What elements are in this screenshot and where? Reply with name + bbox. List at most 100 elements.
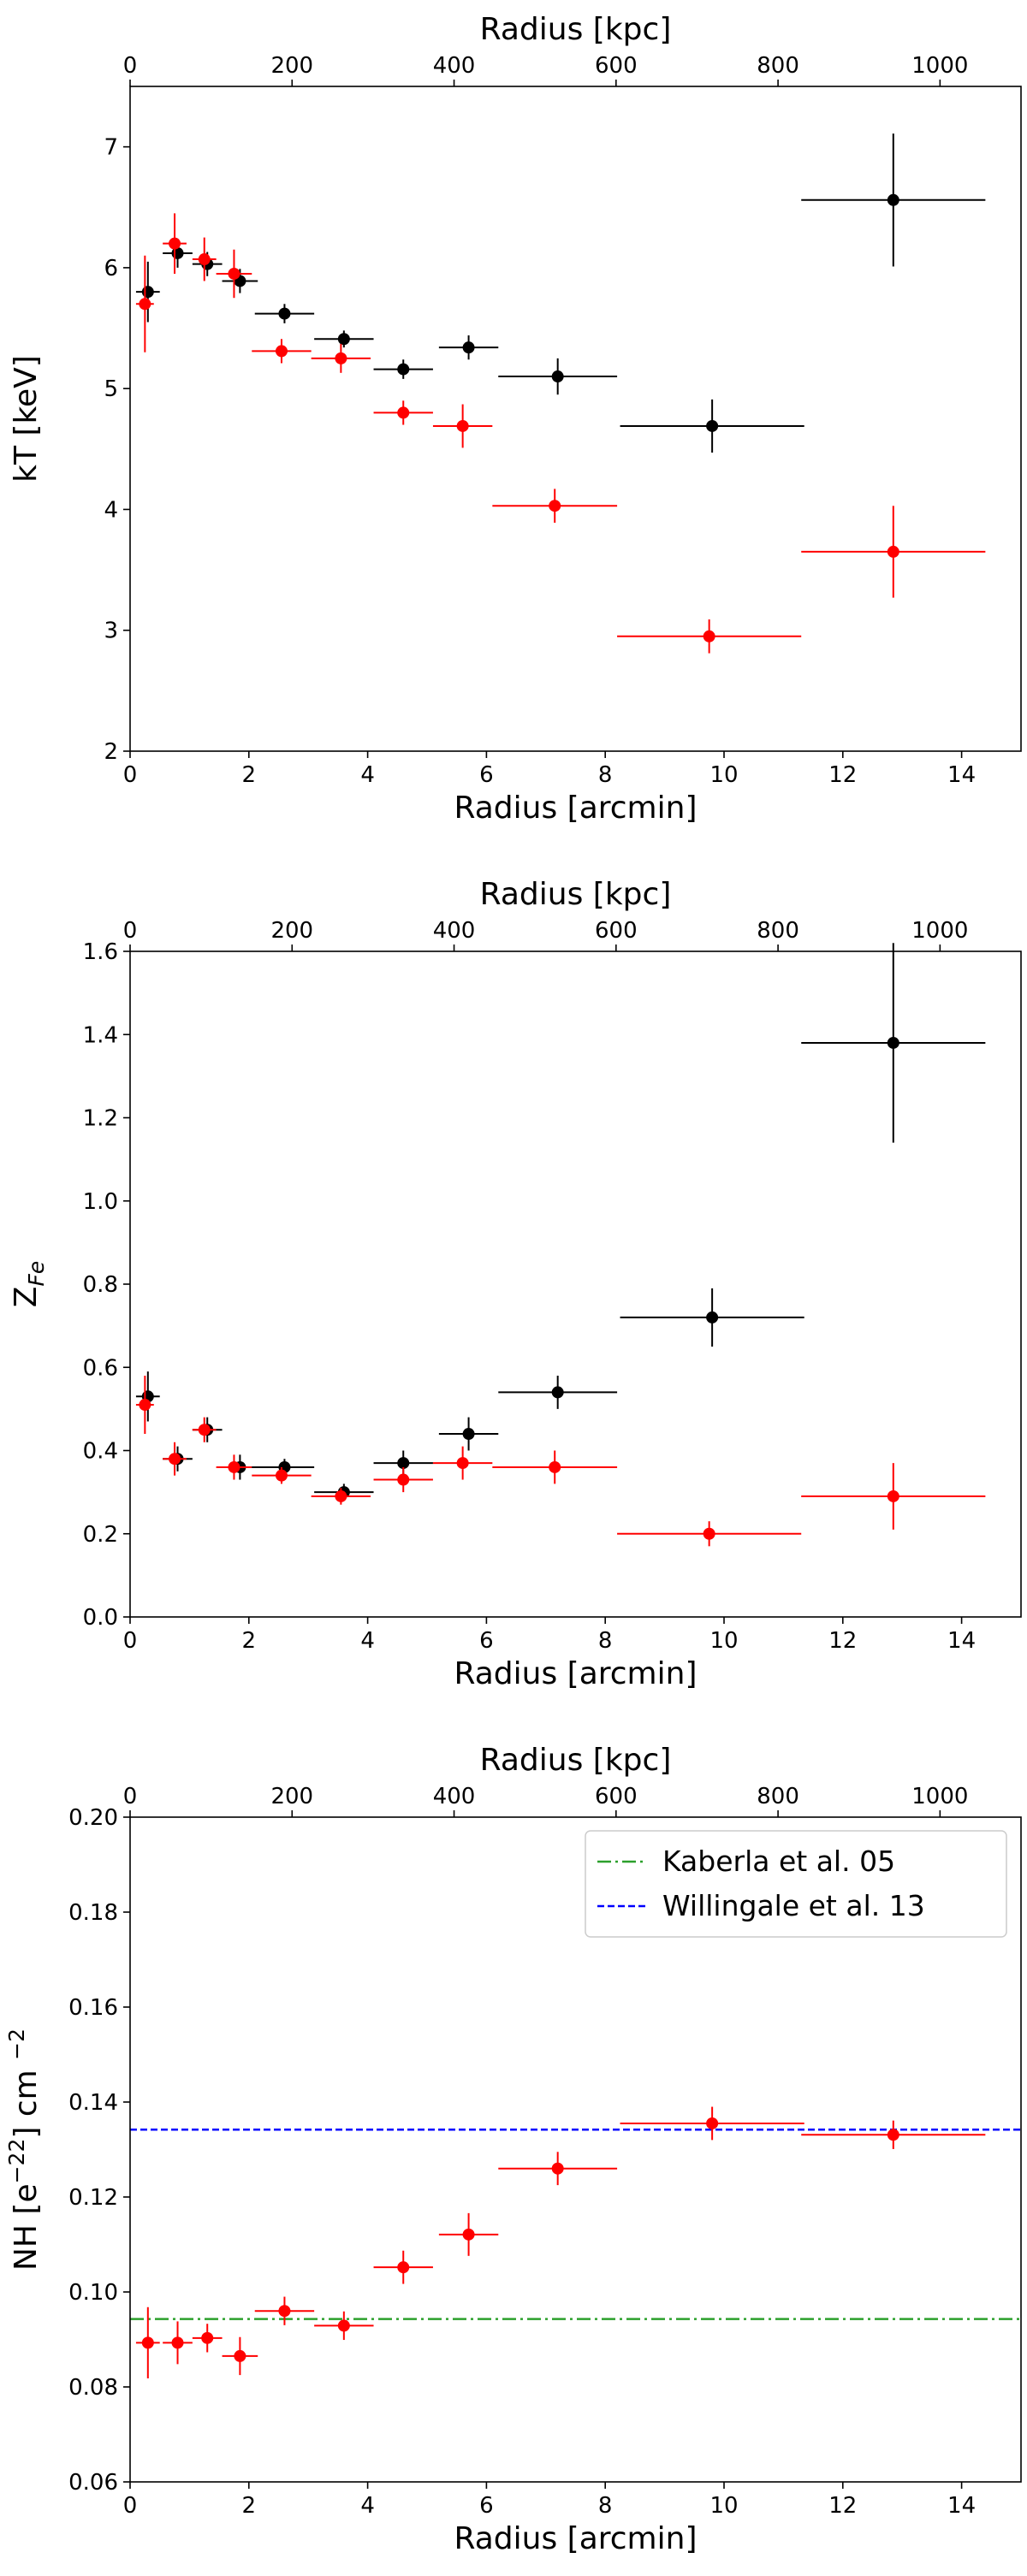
y-axis-label-unit: ] cm: [9, 2060, 44, 2139]
data-point-red: [228, 267, 240, 280]
data-point-red: [703, 630, 715, 643]
x2-tick-label: 400: [433, 1784, 476, 1809]
x-tick-label: 4: [360, 2493, 375, 2519]
x-tick-label: 8: [598, 1628, 613, 1654]
data-point-red: [139, 298, 151, 311]
panel-column-density: 0 2 4 6 8 10 12 14 0 200 400 600 800 1000 0.06 0.08 0.10…: [4, 1743, 1022, 2556]
x2-tick-label: 200: [270, 1784, 313, 1809]
y-tick-label: 4: [104, 497, 118, 523]
data-point-red: [456, 1457, 469, 1470]
y-tick-label: 0.8: [83, 1272, 118, 1298]
x2-tick-label: 1000: [911, 918, 968, 944]
y-tick-label: 1.6: [83, 939, 118, 965]
data-point-red: [335, 352, 347, 364]
series-black: [135, 943, 986, 1501]
x2-tick-label: 600: [595, 918, 638, 944]
y-tick-label: 0.16: [68, 1995, 118, 2021]
data-point-red: [234, 2349, 246, 2362]
data-point-red: [201, 2331, 214, 2344]
data-point-red: [887, 1489, 899, 1502]
x-tick-label: 8: [598, 2493, 613, 2519]
data-point-black: [551, 370, 564, 383]
y-tick-label: 0.06: [68, 2470, 118, 2496]
data-point-black: [706, 1311, 719, 1324]
y-tick-label: 6: [104, 256, 118, 281]
data-point-red: [275, 1469, 288, 1482]
x-tick-label: 10: [709, 762, 738, 788]
y-axis-label-main: kT [keV]: [9, 355, 44, 483]
data-point-black: [337, 333, 350, 346]
y-tick-label: 0.0: [83, 1605, 118, 1631]
data-point-red: [397, 1473, 410, 1486]
data-point-black: [141, 286, 154, 299]
data-point-red: [278, 2305, 291, 2318]
data-point-red: [706, 2117, 719, 2129]
y-tick-label: 3: [104, 619, 118, 644]
x2-tick-label: 600: [595, 1784, 638, 1809]
x-tick-label: 12: [828, 1628, 857, 1654]
y-axis-label-main: NH [e: [9, 2183, 44, 2271]
data-point-red: [549, 1460, 561, 1473]
y-axis-label-subscript: Fe: [24, 1261, 49, 1287]
data-point-black: [551, 1386, 564, 1399]
axes-frame: [129, 86, 1022, 752]
data-point-red: [887, 2129, 899, 2141]
y-tick-label: 2: [104, 739, 118, 765]
data-point-red: [228, 1460, 240, 1473]
y-tick-label: 7: [104, 135, 118, 161]
series-red: [135, 2106, 986, 2379]
data-point-black: [278, 307, 291, 320]
x2-tick-label: 600: [595, 53, 638, 79]
y-axis-label-superscript: −22: [4, 2139, 29, 2184]
legend-entry-label: Willingale et al. 13: [662, 1889, 925, 1922]
y-axis-label: kT [keV]: [9, 355, 44, 483]
x-tick-label: 6: [479, 2493, 494, 2519]
x-axis-label: Radius [arcmin]: [454, 2521, 698, 2556]
x-tick-label: 14: [947, 1628, 976, 1654]
data-point-red: [141, 2336, 154, 2349]
x-tick-label: 2: [242, 1628, 257, 1654]
data-point-red: [456, 419, 469, 432]
panel-metallicity: 0 2 4 6 8 10 12 14 0 200 400 600 800 1000 0.0 0.2 0.4 0.6…: [9, 877, 1022, 1691]
legend-box: [585, 1830, 1007, 1938]
y-axis-label: ZFe: [9, 1261, 49, 1307]
y-tick-label: 0.14: [68, 2090, 118, 2116]
data-point-red: [198, 1424, 211, 1436]
axes-frame: [129, 1816, 1022, 2483]
data-point-red: [139, 1399, 151, 1412]
y-tick-label: 1.0: [83, 1189, 118, 1215]
data-point-red: [275, 345, 288, 358]
x2-axis-label: Radius [kpc]: [480, 877, 672, 912]
y-tick-label: 0.20: [68, 1805, 118, 1831]
data-point-red: [551, 2162, 564, 2175]
x-tick-label: 0: [123, 762, 138, 788]
y-tick-label: 0.6: [83, 1355, 118, 1381]
x2-tick-label: 800: [757, 53, 799, 79]
data-point-black: [706, 419, 719, 432]
data-point-black: [462, 341, 475, 354]
x2-axis-label: Radius [kpc]: [480, 12, 672, 47]
y-tick-label: 0.4: [83, 1439, 118, 1465]
x-tick-label: 0: [123, 1628, 138, 1654]
data-point-red: [397, 406, 410, 419]
x2-tick-label: 800: [757, 918, 799, 944]
x-tick-label: 6: [479, 762, 494, 788]
y-tick-label: 0.10: [68, 2280, 118, 2306]
x-tick-label: 10: [709, 2493, 738, 2519]
x2-tick-label: 0: [123, 918, 138, 944]
x2-tick-label: 400: [433, 53, 476, 79]
x-tick-label: 10: [709, 1628, 738, 1654]
data-point-red: [171, 2336, 184, 2349]
data-point-black: [462, 1428, 475, 1441]
y-tick-label: 5: [104, 376, 118, 402]
data-point-black: [397, 363, 410, 376]
data-point-red: [169, 1453, 181, 1466]
data-point-red: [337, 2319, 350, 2332]
x-tick-label: 12: [828, 762, 857, 788]
x-axis-label: Radius [arcmin]: [454, 1656, 698, 1691]
x-tick-label: 8: [598, 762, 613, 788]
data-point-red: [335, 1489, 347, 1502]
data-point-red: [169, 237, 181, 250]
x2-tick-label: 400: [433, 918, 476, 944]
